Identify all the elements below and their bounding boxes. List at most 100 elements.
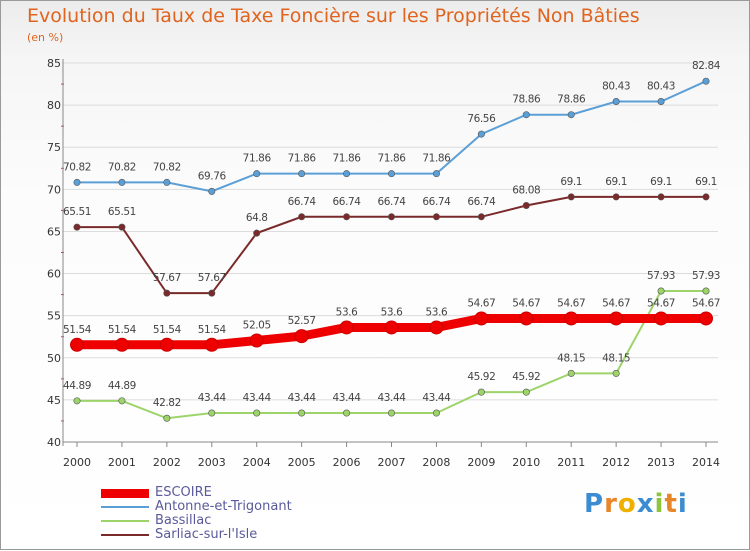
data-point (343, 409, 351, 417)
data-label: 65.51 (108, 206, 136, 218)
data-point (118, 178, 126, 186)
data-label: 57.67 (153, 272, 181, 284)
data-label: 69.1 (695, 176, 717, 188)
logo-letter: i (677, 489, 688, 519)
data-point (702, 287, 710, 295)
data-point (432, 170, 440, 178)
data-point (253, 229, 261, 237)
data-point (432, 213, 440, 221)
x-tick-label: 2001 (108, 456, 136, 469)
data-label: 43.44 (377, 392, 406, 404)
data-label: 71.86 (377, 153, 406, 165)
data-point (657, 193, 665, 201)
x-tick-label: 2004 (243, 456, 271, 469)
data-point (163, 178, 171, 186)
data-point (702, 193, 710, 201)
data-point (253, 170, 261, 178)
data-point (70, 337, 84, 352)
data-point (208, 409, 216, 417)
data-point (298, 213, 306, 221)
data-label: 52.57 (288, 315, 316, 327)
data-label: 70.82 (63, 161, 91, 173)
data-point (118, 397, 126, 405)
data-label: 71.86 (333, 153, 362, 165)
data-point (612, 97, 620, 105)
data-label: 54.67 (692, 297, 720, 309)
data-point (253, 409, 261, 417)
data-point (249, 333, 264, 348)
data-point (522, 202, 530, 210)
data-point (387, 213, 395, 221)
data-label: 69.1 (605, 176, 627, 188)
x-tick-label: 2005 (288, 456, 316, 469)
data-label: 51.54 (153, 324, 182, 336)
data-point (294, 329, 309, 344)
data-label: 80.43 (602, 80, 630, 92)
data-point (73, 397, 81, 405)
data-label: 82.84 (692, 60, 721, 72)
data-point (343, 170, 351, 178)
legend-swatch (101, 489, 149, 498)
data-label: 53.6 (336, 306, 358, 318)
y-tick-label: 45 (47, 394, 61, 407)
data-point (657, 97, 665, 105)
y-tick-label: 55 (47, 310, 61, 323)
data-label: 48.15 (602, 352, 630, 364)
x-tick-label: 2011 (557, 456, 585, 469)
data-label: 78.86 (512, 94, 541, 106)
x-tick-label: 2014 (692, 456, 720, 469)
data-point (384, 320, 399, 335)
data-point (474, 311, 489, 326)
data-label: 57.93 (647, 270, 675, 282)
chart-title: Evolution du Taux de Taxe Foncière sur l… (27, 5, 640, 27)
x-tick-label: 2013 (647, 456, 675, 469)
data-label: 66.74 (333, 196, 362, 208)
data-point (432, 409, 440, 417)
data-point (339, 320, 354, 335)
y-tick-label: 75 (47, 141, 61, 154)
data-point (298, 409, 306, 417)
y-tick-label: 65 (47, 225, 61, 238)
x-tick-label: 2003 (198, 456, 226, 469)
legend-label: ESCOIRE (155, 485, 212, 500)
data-point (564, 311, 579, 326)
data-point (298, 170, 306, 178)
x-tick-label: 2006 (333, 456, 361, 469)
x-tick-label: 2008 (422, 456, 450, 469)
y-tick-label: 80 (47, 99, 61, 112)
x-tick-label: 2002 (153, 456, 181, 469)
data-point (208, 187, 216, 195)
legend-swatch (101, 506, 149, 508)
data-label: 68.08 (512, 185, 540, 197)
data-point (567, 193, 575, 201)
data-label: 54.67 (602, 297, 630, 309)
data-point (567, 369, 575, 377)
data-point (702, 77, 710, 85)
logo-letter: i (654, 489, 665, 519)
data-label: 43.44 (198, 392, 227, 404)
data-label: 76.56 (467, 113, 496, 125)
x-tick-label: 2012 (602, 456, 630, 469)
data-label: 65.51 (63, 206, 91, 218)
data-point (118, 223, 126, 231)
data-label: 48.15 (557, 352, 585, 364)
logo-letter: o (617, 489, 637, 519)
data-label: 80.43 (647, 80, 675, 92)
data-label: 71.86 (243, 153, 272, 165)
data-label: 54.67 (512, 297, 540, 309)
data-point (208, 289, 216, 297)
data-point (343, 213, 351, 221)
data-label: 51.54 (63, 324, 92, 336)
data-point (387, 170, 395, 178)
data-label: 53.6 (381, 306, 403, 318)
data-label: 44.89 (108, 380, 136, 392)
data-label: 42.82 (153, 397, 181, 409)
data-label: 51.54 (108, 324, 137, 336)
data-label: 54.67 (557, 297, 585, 309)
data-point (699, 311, 713, 326)
data-point (159, 337, 174, 352)
x-tick-label: 2000 (63, 456, 91, 469)
data-point (477, 213, 485, 221)
data-label: 66.74 (467, 196, 496, 208)
